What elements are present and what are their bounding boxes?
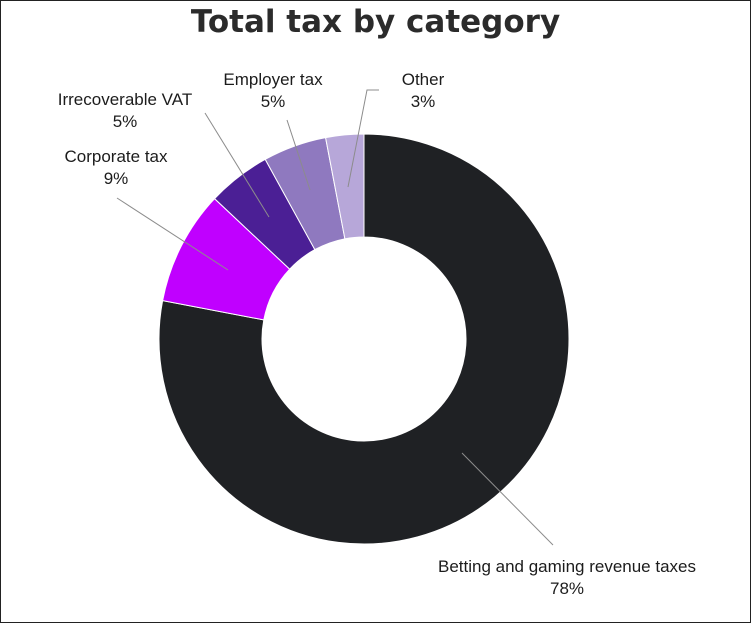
leader-line	[347, 89, 379, 188]
slice-label: Corporate tax	[65, 147, 168, 166]
leader-line	[461, 452, 554, 546]
slice-value-label: 5%	[261, 92, 286, 111]
leader-line	[204, 112, 270, 218]
slice-value-label: 78%	[550, 579, 584, 598]
slice-label: Betting and gaming revenue taxes	[438, 557, 696, 576]
slice-value-label: 3%	[411, 92, 436, 111]
chart-title: Total tax by category	[190, 4, 561, 40]
slice-labels: Betting and gaming revenue taxes 78% Corpo…	[58, 70, 696, 598]
slice-betting-and-gaming-revenue-taxes	[158, 133, 570, 545]
leader-lines	[116, 89, 554, 546]
slice-value-label: 5%	[113, 112, 138, 131]
slice-value-label: 9%	[104, 169, 129, 188]
slice-label: Other	[402, 70, 445, 89]
slice-label: Irrecoverable VAT	[58, 90, 192, 109]
slice-other	[325, 133, 365, 240]
donut-slices	[158, 133, 570, 545]
leader-line	[116, 197, 229, 271]
leader-line	[286, 119, 311, 191]
slice-label: Employer tax	[223, 70, 323, 89]
